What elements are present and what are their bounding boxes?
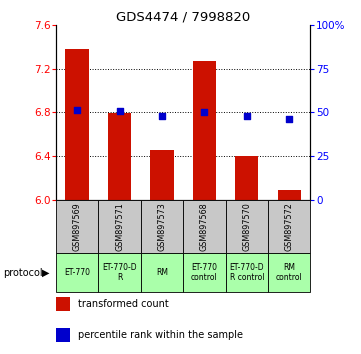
Bar	[268, 200, 310, 253]
Bar	[235, 156, 258, 200]
Text: percentile rank within the sample: percentile rank within the sample	[78, 330, 243, 340]
Text: RM
control: RM control	[276, 263, 303, 282]
Bar	[268, 253, 310, 292]
Title: GDS4474 / 7998820: GDS4474 / 7998820	[116, 11, 250, 24]
Text: GSM897572: GSM897572	[285, 202, 294, 251]
Text: ET-770-D
R control: ET-770-D R control	[230, 263, 264, 282]
Text: ▶: ▶	[42, 268, 49, 278]
Bar	[226, 253, 268, 292]
Bar	[183, 200, 226, 253]
Text: GSM897571: GSM897571	[115, 202, 124, 251]
Text: RM: RM	[156, 268, 168, 277]
Bar	[98, 253, 141, 292]
Point	[117, 108, 122, 114]
Text: ET-770: ET-770	[64, 268, 90, 277]
Bar	[56, 297, 70, 311]
Text: transformed count: transformed count	[78, 299, 168, 309]
Bar	[226, 200, 268, 253]
Bar	[150, 150, 174, 200]
Bar	[56, 253, 98, 292]
Bar	[183, 253, 226, 292]
Bar	[141, 200, 183, 253]
Text: protocol: protocol	[4, 268, 43, 278]
Text: GSM897568: GSM897568	[200, 202, 209, 251]
Bar	[278, 190, 301, 200]
Point	[244, 113, 250, 119]
Bar	[56, 200, 98, 253]
Point	[74, 107, 80, 113]
Bar	[98, 200, 141, 253]
Point	[159, 113, 165, 119]
Text: GSM897569: GSM897569	[73, 202, 82, 251]
Text: ET-770
control: ET-770 control	[191, 263, 218, 282]
Bar	[65, 49, 89, 200]
Bar	[193, 61, 216, 200]
Point	[286, 116, 292, 122]
Text: GSM897573: GSM897573	[157, 202, 166, 251]
Bar	[108, 114, 131, 200]
Bar	[56, 328, 70, 342]
Point	[201, 110, 207, 115]
Bar	[141, 253, 183, 292]
Text: GSM897570: GSM897570	[242, 202, 251, 251]
Text: ET-770-D
R: ET-770-D R	[102, 263, 137, 282]
